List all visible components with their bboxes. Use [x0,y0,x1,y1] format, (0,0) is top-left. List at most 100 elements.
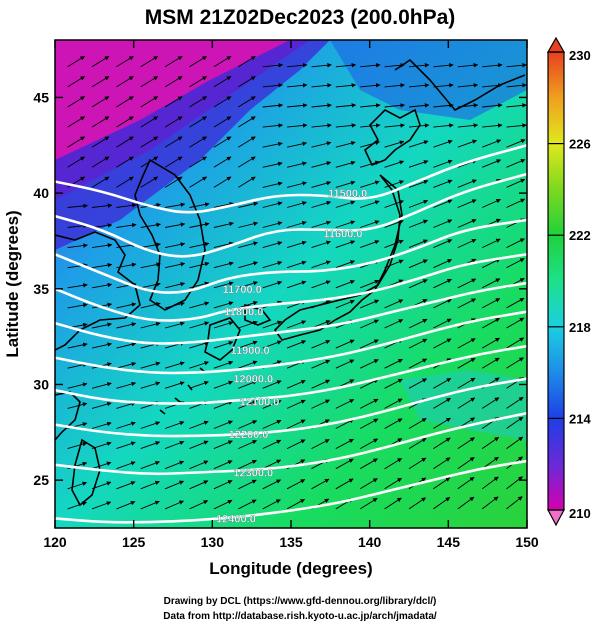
wind-arrow [433,139,453,148]
contour-label: 11900.0 [231,345,270,357]
wind-arrow [457,457,475,470]
wind-arrow [116,302,137,309]
wind-arrow [311,103,332,108]
wind-arrow [140,242,161,249]
wind-arrow [189,341,210,349]
wind-arrow [91,421,112,429]
wind-arrow [238,201,259,208]
wind-arrow [262,320,282,329]
wind-arrow [482,198,501,208]
coastline-hokkaido-sakhalin [394,58,526,111]
wind-arrow [91,282,113,289]
wind-arrow [433,477,451,490]
contour-labels: 11500.0 11600.0 11700.0 11800.0 11900.0 12000… [216,188,368,526]
wind-arrow [359,418,379,429]
wind-arrow [262,439,282,450]
wind-arrow [506,496,523,510]
wind-arrow [116,401,136,409]
wind-arrow [238,261,259,269]
coastline-taiwan [71,438,101,507]
wind-arrow [213,76,232,88]
wind-arrow [67,302,88,309]
wind-arrow [360,180,380,188]
wind-arrow [311,220,332,228]
wind-arrow [359,438,379,449]
wind-arrow [140,96,159,108]
wind-arrow [213,55,232,68]
wind-arrow [91,501,112,510]
wind-arrow [213,176,232,188]
wind-arrow [384,103,405,108]
wind-arrow [506,416,524,429]
wind-arrow [457,179,477,188]
wind-arrow [286,340,307,349]
wind-arrow [481,436,500,449]
wind-arrow [457,357,476,369]
coastline-shikoku [244,303,272,326]
wind-arrow [359,398,379,409]
wind-arrow [67,116,85,128]
wind-arrow [140,222,161,228]
wind-arrow [360,299,380,309]
coastline-hokkaido [364,108,421,167]
wind-arrow [91,136,110,148]
colorbar-tick-label: 214 [569,411,591,426]
wind-arrow [189,460,209,470]
wind-arrow [238,96,256,108]
wind-arrow [408,358,428,369]
contour-line-11800 [55,253,527,322]
wind-arrow [433,378,452,389]
wind-arrow [506,159,526,168]
wind-arrow [433,83,454,88]
wind-arrow [189,440,209,450]
wind-arrow [238,400,258,409]
wind-arrow [506,297,525,309]
wind-arrow [213,116,232,128]
wind-arrow [164,136,183,148]
wind-arrow [408,83,430,88]
contour-line-11500 [55,144,527,214]
wind-arrow [506,123,527,128]
wind-arrow [165,202,186,208]
wind-arrow [481,456,499,470]
wind-arrow [213,380,234,389]
wind-arrow [359,378,379,389]
wind-arrow [213,136,232,148]
wind-arrow [189,116,207,128]
wind-arrow [238,136,256,148]
wind-arrow [384,83,405,88]
wind-arrow [335,123,357,128]
wind-arrow [408,457,427,470]
wind-arrow [116,156,134,168]
colorbar-tick-label: 230 [569,48,591,63]
wind-arrow [67,382,88,389]
wind-arrow [262,380,282,389]
wind-arrow [384,259,404,269]
wind-arrow [482,139,502,148]
wind-arrow [116,500,136,510]
wind-arrow [311,62,332,68]
wind-arrow [311,478,330,490]
wind-arrow [286,439,306,450]
wind-arrow [335,200,356,208]
wind-arrow [433,318,452,329]
x-tick-label: 130 [201,534,225,550]
contour-label: 12200.0 [229,429,269,441]
wind-arrow [335,180,356,188]
wind-arrow [433,437,451,449]
wind-arrow [433,239,453,249]
wind-arrow [311,379,331,389]
wind-arrow [213,281,234,289]
wind-arrow [384,418,403,429]
wind-arrow [67,243,88,249]
wind-arrow [335,62,357,68]
x-tick-label: 125 [122,534,146,550]
wind-arrow [408,279,428,289]
wind-arrow [213,241,234,249]
wind-arrow [238,300,258,309]
wind-arrow [457,338,476,349]
contour-label: 11800.0 [224,307,263,319]
wind-arrow [286,479,306,490]
contour-line-12400 [55,459,527,524]
wind-arrow [384,319,404,329]
